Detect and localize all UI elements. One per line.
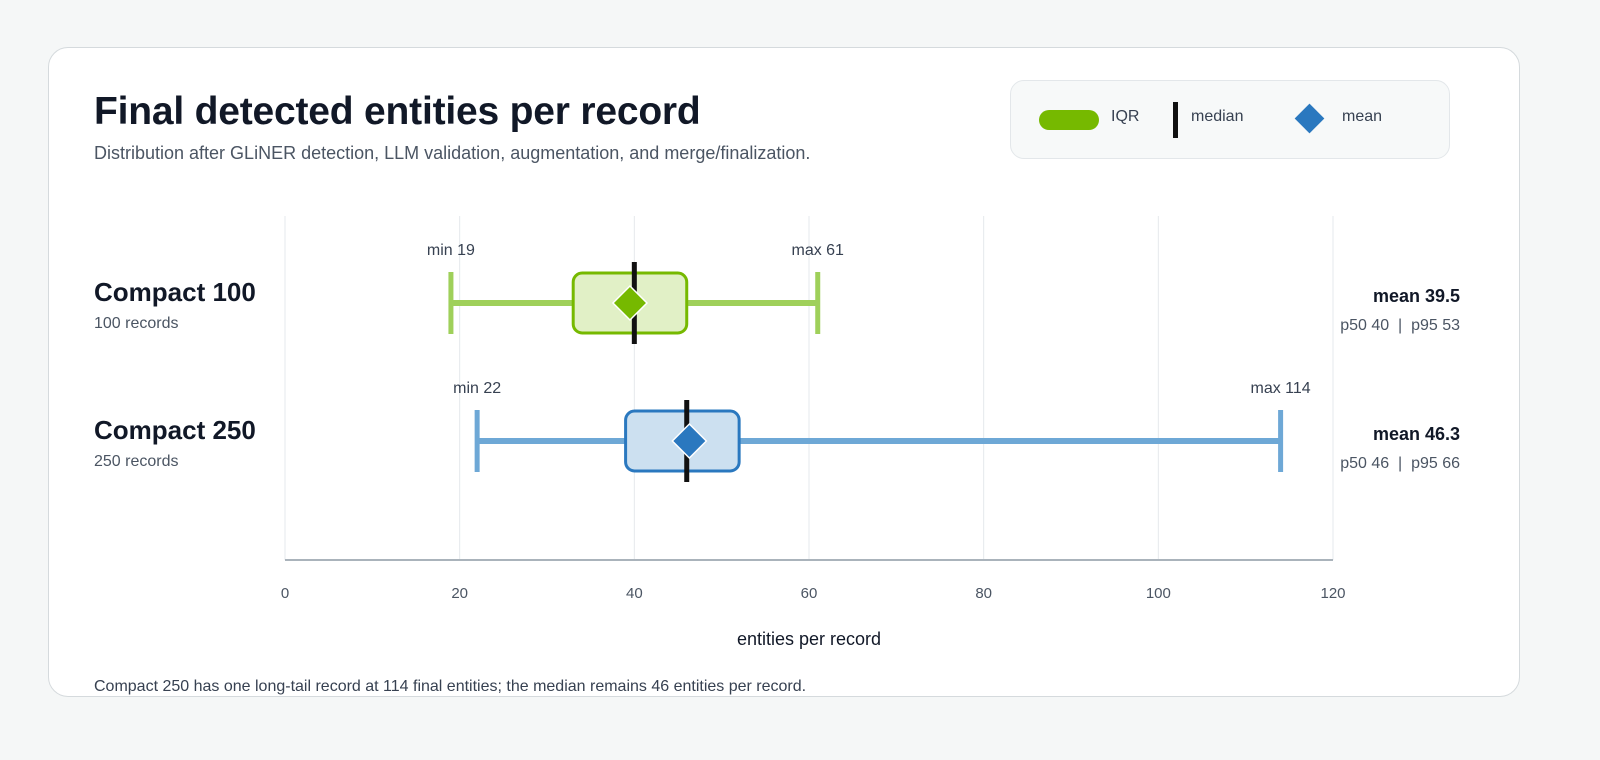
chart-subtitle: Distribution after GLiNER detection, LLM… xyxy=(94,143,811,163)
mean-marker-compact-100 xyxy=(611,284,649,322)
series-label-compact-100: Compact 100 xyxy=(94,277,256,307)
x-tick-label-100: 100 xyxy=(1146,585,1171,602)
x-tick-label-120: 120 xyxy=(1320,585,1345,602)
chart-title: Final detected entities per record xyxy=(94,90,701,133)
percentile-stat-compact-250: p50 46 | p95 66 xyxy=(1340,455,1460,472)
min-label-compact-100: min 19 xyxy=(427,242,475,259)
x-tick-label-20: 20 xyxy=(451,585,468,602)
legend-mean-label: mean xyxy=(1342,108,1383,125)
max-label-compact-250: max 114 xyxy=(1251,380,1311,397)
percentile-stat-compact-100: p50 40 | p95 53 xyxy=(1340,317,1460,334)
x-tick-label-40: 40 xyxy=(626,585,643,602)
x-tick-label-80: 80 xyxy=(975,585,992,602)
mean-marker-compact-250 xyxy=(671,422,708,460)
x-tick-label-60: 60 xyxy=(801,585,818,602)
x-axis-label: entities per record xyxy=(737,629,881,649)
x-tick-label-0: 0 xyxy=(281,585,289,602)
chart-footnote: Compact 250 has one long-tail record at … xyxy=(94,678,807,695)
mean-stat-compact-100: mean 39.5 xyxy=(1373,286,1460,306)
legend-iqr-label: IQR xyxy=(1111,108,1140,125)
series-label-compact-250: Compact 250 xyxy=(94,415,256,445)
series-sublabel-compact-100: 100 records xyxy=(94,315,179,332)
legend: IQR median mean xyxy=(1010,80,1450,159)
max-label-compact-100: max 61 xyxy=(791,242,844,259)
legend-iqr-swatch xyxy=(1039,110,1099,130)
legend-median-label: median xyxy=(1191,108,1244,125)
series-sublabel-compact-250: 250 records xyxy=(94,453,179,470)
min-label-compact-250: min 22 xyxy=(453,380,501,397)
mean-stat-compact-250: mean 46.3 xyxy=(1373,424,1460,444)
legend-median-swatch xyxy=(1173,102,1178,138)
